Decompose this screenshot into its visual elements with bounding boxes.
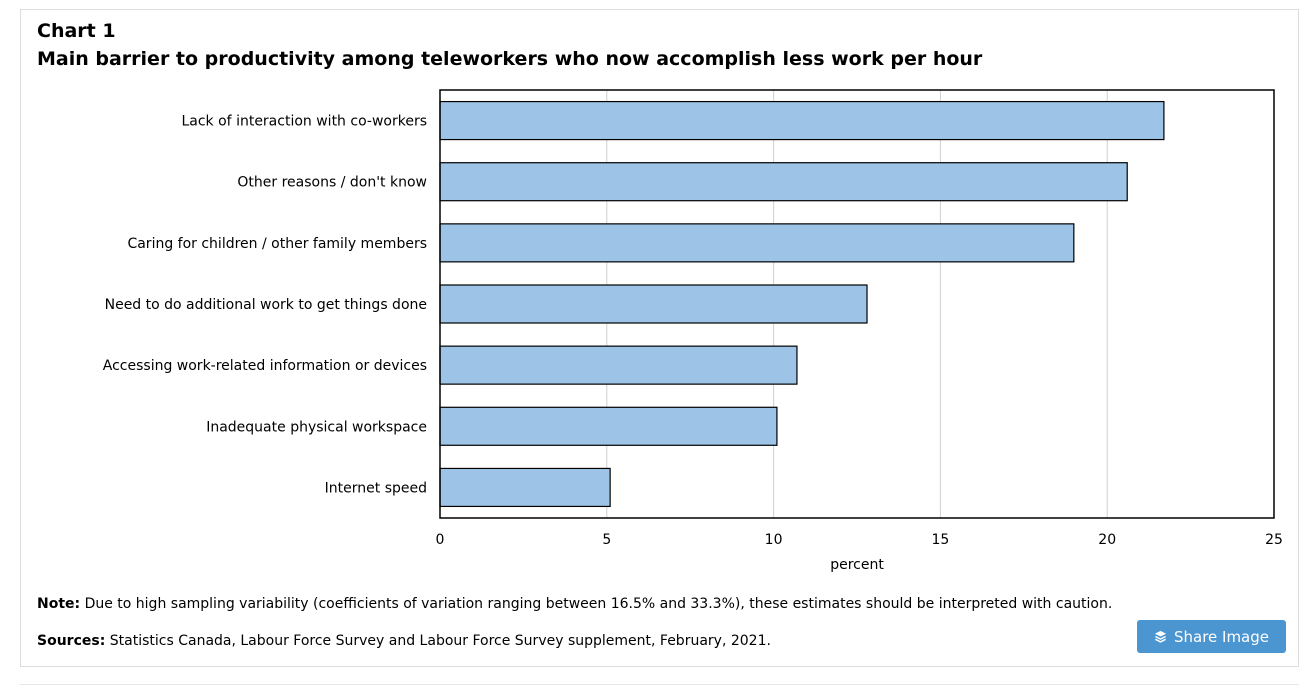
x-tick-labels: 0 5 10 15 20 25 xyxy=(436,532,1283,548)
bar-chart: Lack of interaction with co-workers Other… xyxy=(103,89,1283,573)
sources-text: Statistics Canada, Labour Force Survey a… xyxy=(105,633,771,649)
note-label: Note: xyxy=(37,596,81,612)
category-labels: Lack of interaction with co-workers Other… xyxy=(103,114,427,497)
bar xyxy=(439,467,611,508)
chart-number: Chart 1 xyxy=(37,20,116,42)
sources: Sources: Statistics Canada, Labour Force… xyxy=(37,633,771,650)
layers-icon xyxy=(1154,630,1167,643)
plot-area-border xyxy=(439,89,1275,519)
bar xyxy=(439,100,1165,141)
share-image-label: Share Image xyxy=(1173,627,1270,646)
bar xyxy=(439,162,1128,202)
category-label: Lack of interaction with co-workers xyxy=(181,114,427,130)
x-tick-label: 5 xyxy=(602,532,611,548)
x-axis-title: percent xyxy=(830,557,884,573)
bar xyxy=(439,345,798,385)
x-tick-label: 15 xyxy=(931,532,949,548)
x-tick-label: 10 xyxy=(765,532,783,548)
category-label: Caring for children / other family membe… xyxy=(127,236,427,252)
category-label: Internet speed xyxy=(325,480,427,496)
category-label: Need to do additional work to get things… xyxy=(105,297,427,313)
chart-frame xyxy=(20,9,1299,667)
bar xyxy=(439,406,778,446)
note: Note: Due to high sampling variability (… xyxy=(37,596,1267,613)
category-label: Other reasons / don't know xyxy=(237,175,427,191)
share-image-button[interactable]: Share Image xyxy=(1137,620,1286,653)
x-tick-label: 25 xyxy=(1265,532,1283,548)
x-tick-label: 20 xyxy=(1098,532,1116,548)
chart-title: Main barrier to productivity among telew… xyxy=(37,48,983,70)
sources-label: Sources: xyxy=(37,633,106,649)
category-label: Inadequate physical workspace xyxy=(206,419,427,435)
x-tick-label: 0 xyxy=(436,532,445,548)
bar xyxy=(439,223,1075,263)
note-text: Due to high sampling variability (coeffi… xyxy=(80,596,1113,612)
bottom-divider xyxy=(20,684,1299,685)
bar xyxy=(439,284,868,324)
bars xyxy=(439,100,1165,508)
category-label: Accessing work-related information or de… xyxy=(103,358,427,374)
